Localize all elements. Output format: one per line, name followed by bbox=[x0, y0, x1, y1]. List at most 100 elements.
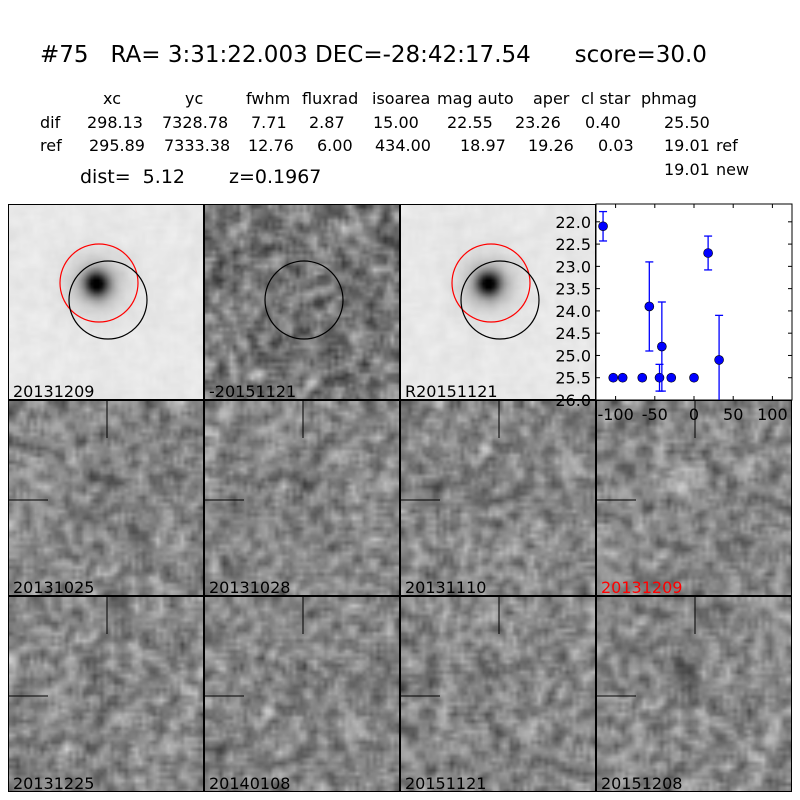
phmag-new-note: new bbox=[716, 160, 750, 179]
data-point bbox=[703, 248, 713, 258]
cell: 15.00 bbox=[373, 113, 419, 132]
data-point bbox=[654, 372, 665, 383]
col-header: fwhm bbox=[246, 89, 291, 108]
stamp-image bbox=[401, 205, 595, 399]
y-tick-label: 26.0 bbox=[555, 391, 591, 410]
reference-circle-red bbox=[59, 243, 139, 323]
stamp-panel: 20151121 bbox=[400, 596, 596, 792]
cell: 19.01 bbox=[664, 136, 710, 155]
cell: 7.71 bbox=[251, 113, 287, 132]
col-header: isoarea bbox=[372, 89, 431, 108]
stamp-image bbox=[401, 597, 595, 791]
stamp-image bbox=[9, 205, 203, 399]
x-tick-label: -100 bbox=[597, 405, 633, 424]
stamp-image bbox=[205, 205, 399, 399]
cell: 12.76 bbox=[248, 136, 294, 155]
col-header: fluxrad bbox=[302, 89, 359, 108]
figure-title: #75 RA= 3:31:22.003 DEC=-28:42:17.54 sco… bbox=[40, 42, 707, 68]
data-point bbox=[714, 355, 724, 365]
reference-circle-red bbox=[451, 243, 531, 323]
data-point bbox=[637, 372, 648, 383]
y-tick-label: 23.5 bbox=[555, 280, 591, 299]
dist-value: dist= 5.12 bbox=[80, 166, 185, 188]
cell: 7328.78 bbox=[162, 113, 229, 132]
row-label-dif: dif bbox=[40, 113, 61, 132]
data-point bbox=[644, 301, 655, 312]
stamp-panel: 20131028 bbox=[204, 400, 400, 596]
stamp-label: 20131209 bbox=[13, 382, 95, 400]
cell: 23.26 bbox=[515, 113, 561, 132]
y-tick-label: 22.0 bbox=[555, 213, 591, 232]
detection-circle-black bbox=[68, 260, 148, 340]
stamp-label: R20151121 bbox=[405, 382, 498, 400]
x-tick-label: 100 bbox=[757, 405, 788, 424]
cell: 295.89 bbox=[89, 136, 145, 155]
redshift-value: z=0.1967 bbox=[229, 166, 322, 188]
col-header: xc bbox=[103, 89, 121, 108]
y-tick-label: 24.0 bbox=[555, 302, 591, 321]
cell: 2.87 bbox=[309, 113, 345, 132]
stamp-label: 20151121 bbox=[405, 774, 487, 792]
cell: 298.13 bbox=[87, 113, 143, 132]
stamp-panel: 20131110 bbox=[400, 400, 596, 596]
stamp-image bbox=[205, 597, 399, 791]
stamp-panel: 20151208 bbox=[596, 596, 792, 792]
data-point bbox=[608, 372, 619, 383]
data-point bbox=[617, 372, 628, 383]
phmag-new: 19.01 bbox=[664, 160, 710, 179]
col-header: cl star bbox=[581, 89, 631, 108]
cell: 7333.38 bbox=[164, 136, 231, 155]
stamp-panel: -20151121 bbox=[204, 204, 400, 400]
stamp-label: 20131028 bbox=[209, 578, 291, 596]
plot-area bbox=[595, 203, 793, 401]
y-tick-label: 22.5 bbox=[555, 235, 591, 254]
stamp-panel: R20151121 bbox=[400, 204, 596, 400]
y-tick-label: 24.5 bbox=[555, 324, 591, 343]
stamp-label: 20131209 bbox=[601, 578, 683, 596]
stamp-panel: 20131025 bbox=[8, 400, 204, 596]
x-tick-label: -50 bbox=[642, 405, 668, 424]
data-point bbox=[598, 221, 608, 232]
stamp-panel: 20131209 bbox=[8, 204, 204, 400]
data-point bbox=[657, 341, 667, 352]
col-header: aper bbox=[533, 89, 570, 108]
stamp-label: 20131110 bbox=[405, 578, 487, 596]
stamp-panel: 20131209 bbox=[596, 400, 792, 596]
cell-note: ref bbox=[716, 136, 738, 155]
cell: 18.97 bbox=[460, 136, 506, 155]
cell: 0.40 bbox=[585, 113, 621, 132]
detection-circle-black bbox=[460, 260, 540, 340]
stamp-label: 20131225 bbox=[13, 774, 95, 792]
row-label-ref: ref bbox=[40, 136, 62, 155]
x-tick-label: 50 bbox=[723, 405, 743, 424]
data-point bbox=[689, 372, 699, 383]
stamp-image bbox=[401, 401, 595, 595]
cell: 434.00 bbox=[375, 136, 431, 155]
x-tick-label: 0 bbox=[689, 405, 699, 424]
col-header: mag auto bbox=[437, 89, 514, 108]
stamp-image bbox=[597, 597, 791, 791]
stamp-panel: 20140108 bbox=[204, 596, 400, 792]
stamp-label: 20140108 bbox=[209, 774, 291, 792]
stamp-image bbox=[9, 401, 203, 595]
y-tick-label: 23.0 bbox=[555, 257, 591, 276]
cell: 22.55 bbox=[447, 113, 493, 132]
stamp-image bbox=[597, 401, 791, 595]
stamp-label: -20151121 bbox=[209, 382, 297, 400]
cell: 0.03 bbox=[598, 136, 634, 155]
stamp-label: 20131025 bbox=[13, 578, 95, 596]
stamp-label: 20151208 bbox=[601, 774, 683, 792]
stamp-image bbox=[9, 597, 203, 791]
detection-circle-black bbox=[264, 260, 344, 340]
stamp-image bbox=[205, 401, 399, 595]
cell: 19.26 bbox=[528, 136, 574, 155]
col-header: phmag bbox=[641, 89, 697, 108]
cell: 6.00 bbox=[317, 136, 353, 155]
col-header: yc bbox=[185, 89, 204, 108]
data-point bbox=[666, 372, 677, 383]
y-tick-label: 25.5 bbox=[555, 369, 591, 388]
cell: 25.50 bbox=[664, 113, 710, 132]
y-tick-label: 25.0 bbox=[555, 346, 591, 365]
